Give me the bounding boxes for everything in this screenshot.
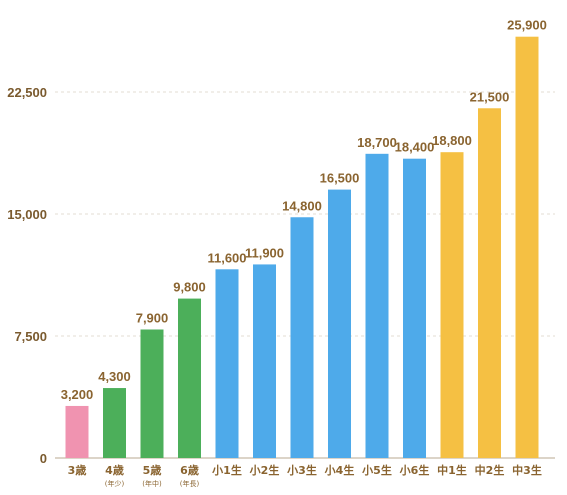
- x-tick-label: 小3生: [286, 463, 317, 477]
- y-axis: 0 7,500 15,000 22,500: [7, 85, 47, 466]
- x-tick-label: 中1生: [437, 463, 467, 477]
- x-tick-note: (年長): [180, 479, 200, 488]
- x-tick-label: 小4生: [324, 463, 355, 477]
- x-tick-label: 6歳: [180, 463, 199, 477]
- bar: [103, 388, 126, 458]
- x-tick-label: 中3生: [512, 463, 542, 477]
- data-label: 7,900: [136, 310, 169, 325]
- data-label: 11,900: [245, 245, 284, 260]
- data-label: 4,300: [98, 369, 131, 384]
- bar: [515, 36, 539, 459]
- bar: [403, 158, 426, 458]
- x-tick-note: (年中): [142, 479, 162, 488]
- bars: [65, 36, 539, 459]
- data-label: 18,400: [395, 140, 435, 155]
- x-tick-label: 中2生: [475, 463, 505, 477]
- bar: [440, 152, 464, 459]
- bar: [290, 217, 314, 458]
- x-tick-label: 小1生: [211, 463, 242, 477]
- x-axis: 3歳 4歳 (年少) 5歳 (年中) 6歳 (年長) 小1生 小2生 小3生 小4生 小5生 小6生 中1…: [68, 463, 542, 488]
- bar: [328, 189, 351, 458]
- x-tick-label: 小6生: [399, 463, 430, 477]
- data-label: 25,900: [507, 18, 547, 33]
- data-label: 3,200: [61, 387, 94, 402]
- x-tick-label: 3歳: [68, 463, 87, 477]
- data-label: 11,600: [207, 250, 246, 265]
- x-tick-note: (年少): [105, 479, 125, 488]
- data-label: 21,500: [470, 89, 510, 104]
- bar: [253, 264, 276, 458]
- bar: [178, 298, 201, 458]
- data-label: 18,700: [357, 135, 397, 150]
- x-tick-label: 小2生: [249, 463, 280, 477]
- y-tick-label: 0: [40, 451, 47, 466]
- y-tick-label: 7,500: [14, 329, 47, 344]
- data-label: 18,800: [432, 133, 472, 148]
- x-tick-label: 5歳: [143, 463, 162, 477]
- bar: [478, 108, 501, 459]
- y-tick-label: 22,500: [7, 85, 47, 100]
- x-tick-label: 4歳: [105, 463, 124, 477]
- bar: [215, 269, 239, 458]
- bar: [65, 405, 89, 458]
- data-label: 14,800: [282, 198, 322, 213]
- y-tick-label: 15,000: [7, 207, 47, 222]
- data-label: 9,800: [173, 280, 206, 295]
- x-tick-label: 小5生: [361, 463, 392, 477]
- bar: [365, 153, 389, 458]
- bar: [140, 329, 164, 458]
- data-label: 16,500: [320, 171, 360, 186]
